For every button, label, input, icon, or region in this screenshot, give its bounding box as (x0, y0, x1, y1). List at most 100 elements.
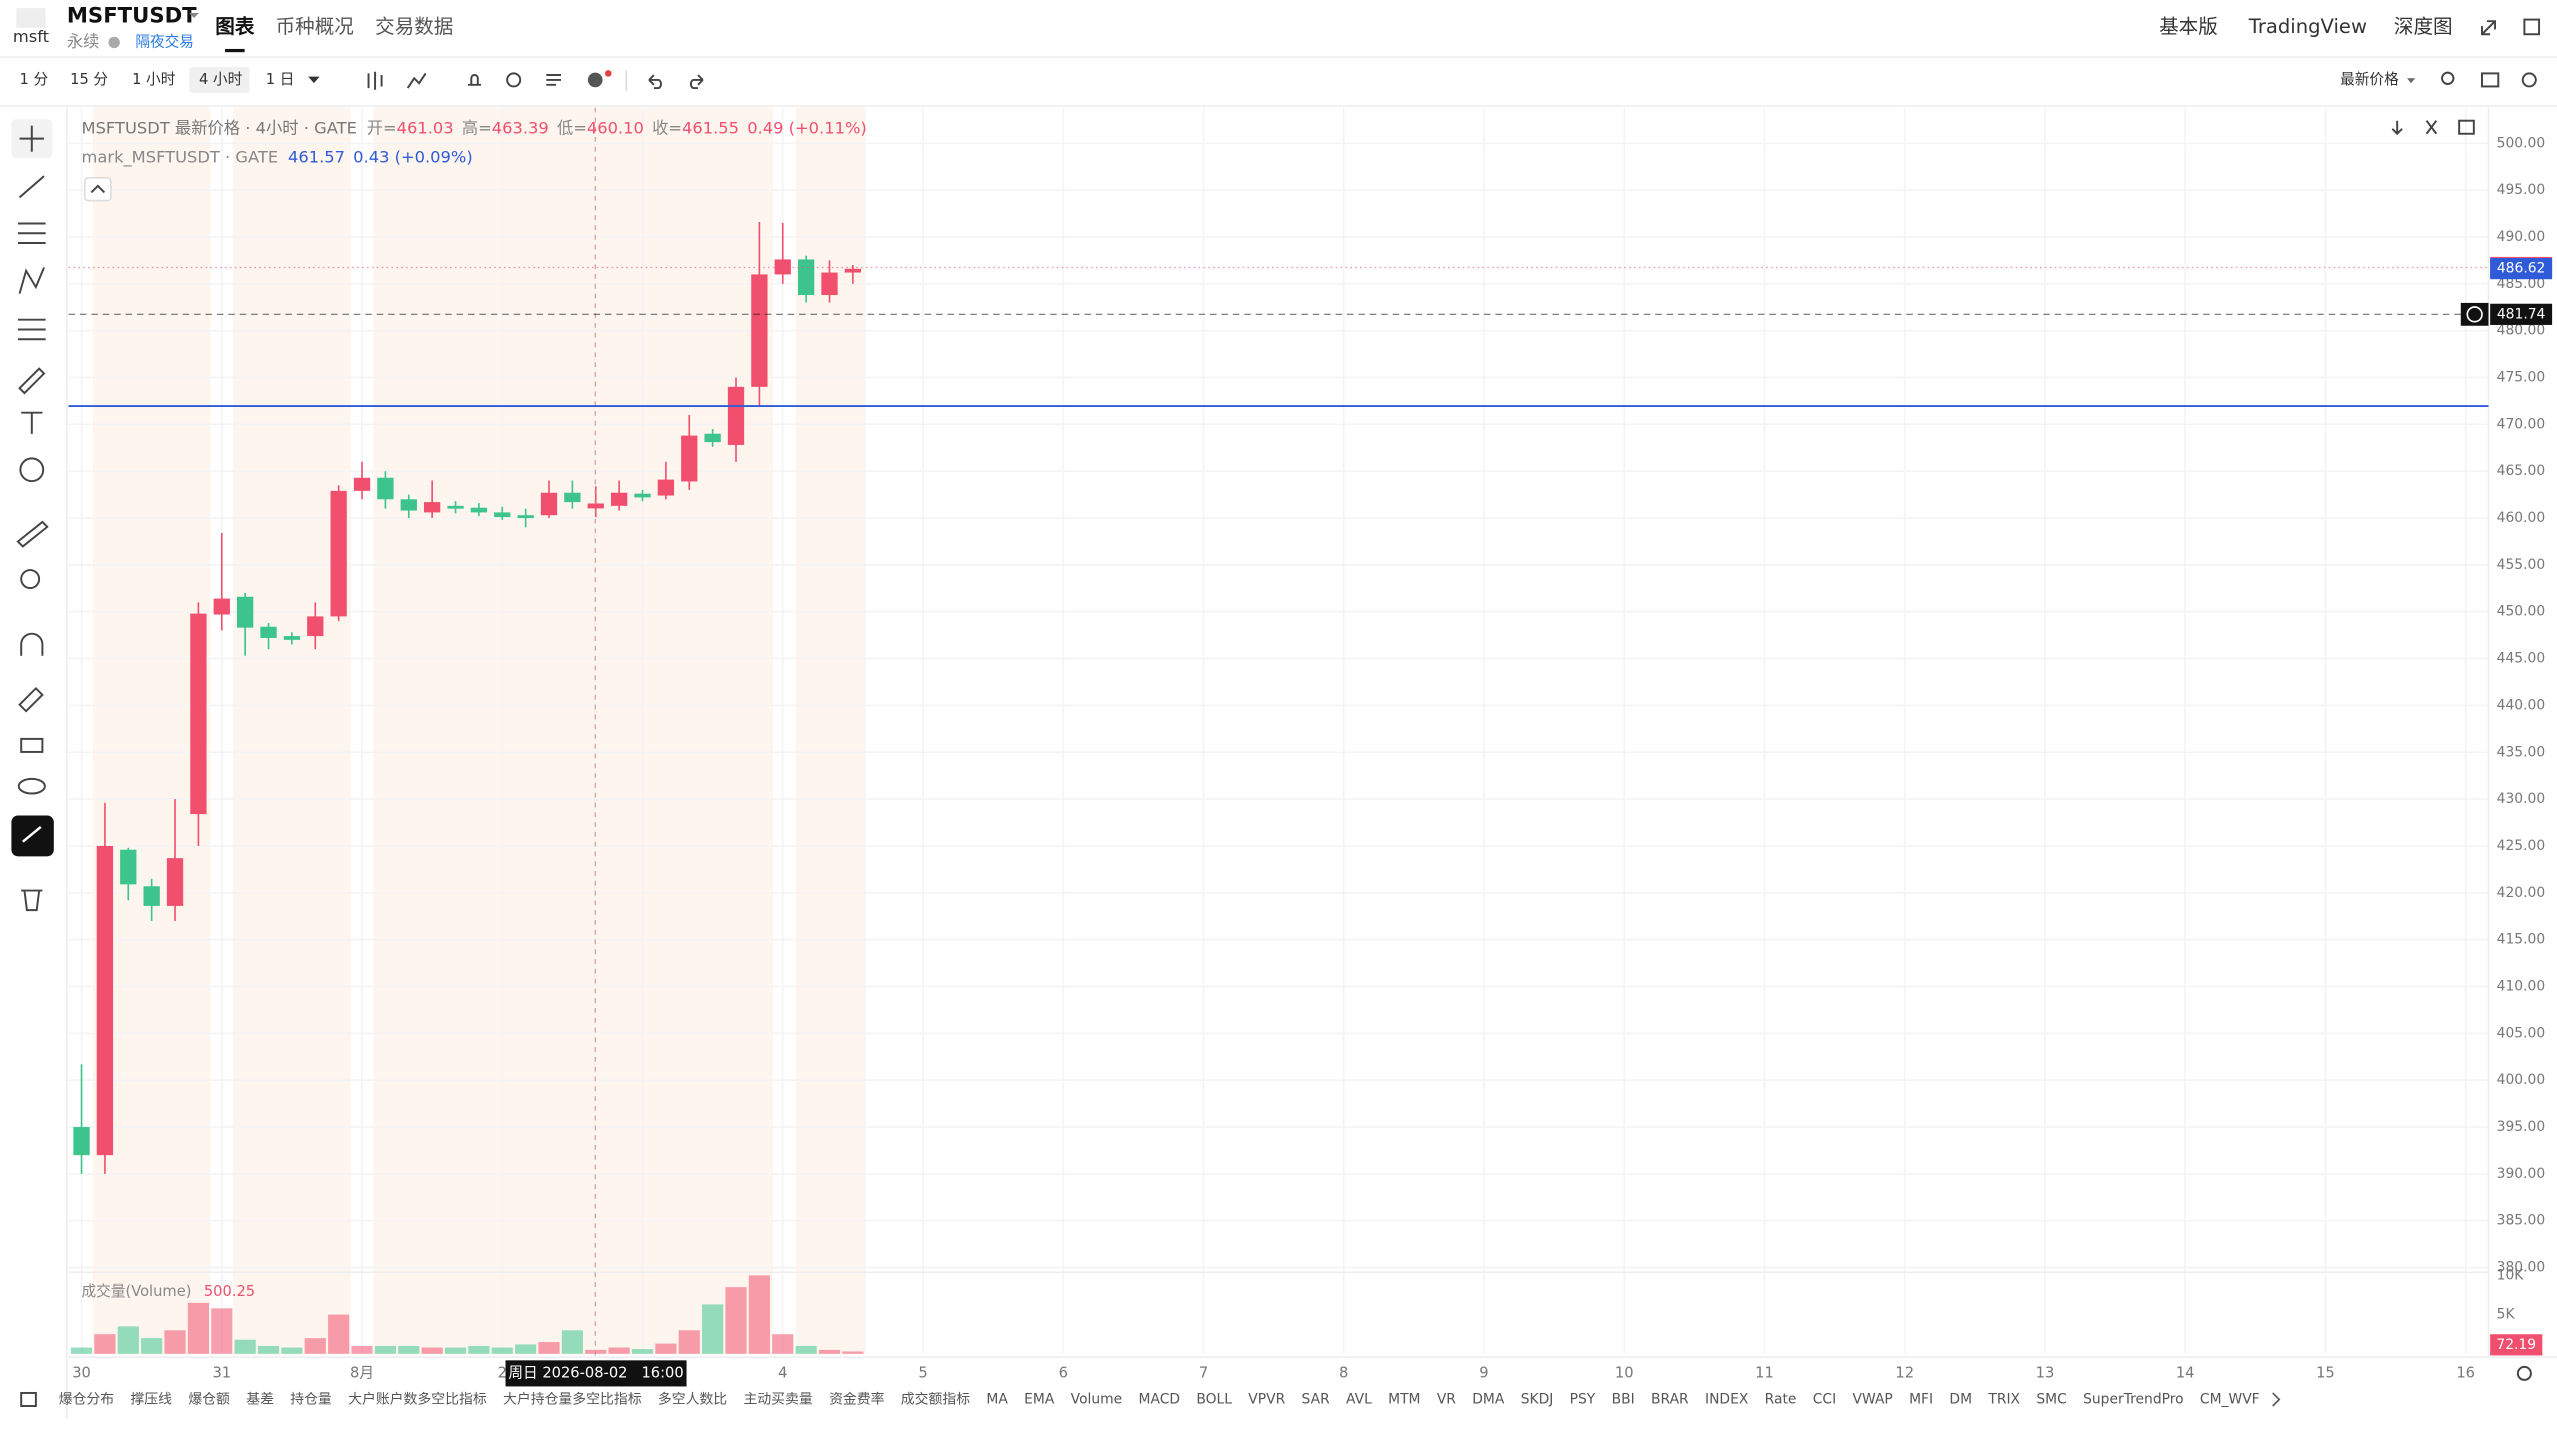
candle-body (330, 490, 347, 617)
volume-bar (655, 1343, 677, 1354)
delete-tool[interactable] (21, 889, 43, 912)
channel-tool[interactable] (17, 222, 46, 245)
indicator[interactable]: MTM (1388, 1391, 1420, 1407)
info-icon[interactable] (108, 36, 120, 49)
fib-tool[interactable] (17, 318, 46, 341)
time-tick-label: 11 (1755, 1364, 1774, 1381)
indicator[interactable]: BRAR (1651, 1391, 1689, 1407)
price-tick-label: 490.00 (2497, 229, 2545, 245)
pane-down-icon[interactable] (2391, 120, 2403, 136)
indicator[interactable]: 资金费率 (829, 1390, 885, 1407)
fullscreen-icon[interactable] (2481, 20, 2497, 36)
price-source-dropdown[interactable] (2406, 78, 2416, 84)
replay-icon[interactable] (506, 72, 522, 88)
undo-icon[interactable] (648, 74, 662, 90)
link-tool-bg[interactable] (11, 815, 54, 857)
indicator[interactable]: BOLL (1196, 1391, 1232, 1407)
indicator[interactable]: 多空人数比 (658, 1390, 727, 1407)
indicator[interactable]: PSY (1570, 1391, 1596, 1407)
zoom-tool[interactable] (20, 569, 41, 589)
magnet-tool[interactable] (20, 632, 44, 656)
indicator[interactable]: DM (1949, 1391, 1972, 1407)
indicator[interactable]: CM_WVF (2200, 1391, 2260, 1407)
indicator[interactable]: 撑压线 (130, 1391, 172, 1407)
indicator[interactable]: EMA (1024, 1391, 1055, 1407)
interval[interactable]: 1 日 (266, 71, 295, 88)
indicator[interactable]: VR (1437, 1391, 1456, 1407)
indicator[interactable]: TRIX (1987, 1391, 2020, 1407)
tab[interactable]: 图表 (215, 15, 255, 38)
link-tool[interactable] (22, 826, 42, 843)
indicator[interactable]: 大户持仓量多空比指标 (503, 1390, 642, 1407)
interval-dropdown[interactable] (308, 76, 320, 84)
indicator[interactable]: 大户账户数多空比指标 (348, 1390, 487, 1407)
price-tick-label: 485.00 (2497, 276, 2545, 292)
tab[interactable]: 交易数据 (375, 15, 453, 38)
indicator[interactable]: AVL (1346, 1391, 1372, 1407)
settings-icon[interactable] (2521, 72, 2537, 88)
symbol-dropdown[interactable] (189, 13, 199, 18)
axis-settings[interactable] (2516, 1365, 2532, 1381)
interval[interactable]: 1 分 (20, 71, 49, 88)
ruler-tool[interactable] (16, 520, 49, 548)
indicator[interactable]: SMC (2036, 1391, 2066, 1407)
indicator[interactable]: DMA (1472, 1391, 1505, 1407)
candle-body (166, 858, 184, 906)
search-icon[interactable] (2441, 71, 2455, 85)
indicator[interactable]: VPVR (1248, 1391, 1285, 1407)
pane-collapse-icon[interactable] (2425, 120, 2438, 135)
candle-type-icon[interactable] (367, 71, 383, 90)
brush-tool[interactable] (18, 367, 46, 395)
collapse-button[interactable] (83, 176, 112, 202)
indicator[interactable]: 持仓量 (290, 1391, 332, 1407)
legend-field-value: 463.39 (492, 118, 549, 137)
camera-icon[interactable] (2481, 72, 2500, 88)
lock-draw-tool[interactable] (18, 686, 44, 713)
time-tick-label: 8 (1339, 1364, 1348, 1381)
indicator[interactable]: VWAP (1853, 1391, 1893, 1407)
template-icon[interactable] (546, 74, 561, 86)
interval[interactable]: 4 小时 (199, 71, 243, 88)
pattern-tool[interactable] (18, 267, 45, 294)
indicator[interactable]: 成交额指标 (901, 1390, 970, 1407)
price-source[interactable]: 最新价格 (2340, 71, 2399, 88)
indicator[interactable]: 主动买卖量 (743, 1391, 812, 1407)
visibility-tool[interactable] (17, 777, 46, 795)
emoji-tool[interactable] (19, 457, 45, 483)
interval[interactable]: 1 小时 (132, 71, 176, 88)
indicator[interactable]: Volume (1071, 1391, 1123, 1407)
interval[interactable]: 15 分 (70, 71, 108, 88)
redo-icon[interactable] (689, 74, 704, 90)
text-tool[interactable] (21, 411, 43, 434)
indicator[interactable]: MA (986, 1391, 1008, 1407)
indicator[interactable]: BBI (1612, 1391, 1635, 1407)
calendar-icon[interactable] (20, 1391, 37, 1407)
plus-button[interactable] (2460, 302, 2489, 326)
indicator[interactable]: 爆仓分布 (59, 1391, 115, 1407)
header-link[interactable]: 深度图 (2394, 15, 2453, 38)
indicator[interactable]: CCI (1813, 1391, 1836, 1407)
add-icon[interactable] (587, 72, 603, 88)
indicator-icon[interactable] (406, 72, 427, 89)
indicator[interactable]: Rate (1765, 1391, 1797, 1407)
trendline-tool[interactable] (18, 175, 45, 199)
window-icon[interactable] (2523, 18, 2541, 36)
indicator[interactable]: MFI (1909, 1391, 1933, 1407)
pane-max-icon[interactable] (2458, 119, 2475, 135)
symbol[interactable]: MSFTUSDT (67, 2, 197, 27)
indicator[interactable]: INDEX (1705, 1391, 1749, 1407)
header-link[interactable]: 基本版 (2159, 15, 2218, 38)
lock-tool[interactable] (20, 737, 44, 753)
badge[interactable]: 隔夜交易 (135, 32, 194, 50)
crosshair-tool[interactable] (19, 125, 45, 152)
alert-icon[interactable] (468, 74, 482, 86)
indicator[interactable]: SKDJ (1521, 1391, 1554, 1407)
indicator[interactable]: 爆仓额 (188, 1391, 230, 1407)
indicator[interactable]: 基差 (246, 1390, 274, 1407)
indicator[interactable]: SAR (1302, 1391, 1331, 1407)
header-link[interactable]: TradingView (2248, 15, 2367, 38)
more-arrow[interactable] (2272, 1392, 2281, 1407)
indicator[interactable]: MACD (1139, 1391, 1181, 1407)
tab[interactable]: 币种概况 (276, 15, 354, 38)
indicator[interactable]: SuperTrendPro (2083, 1391, 2184, 1407)
